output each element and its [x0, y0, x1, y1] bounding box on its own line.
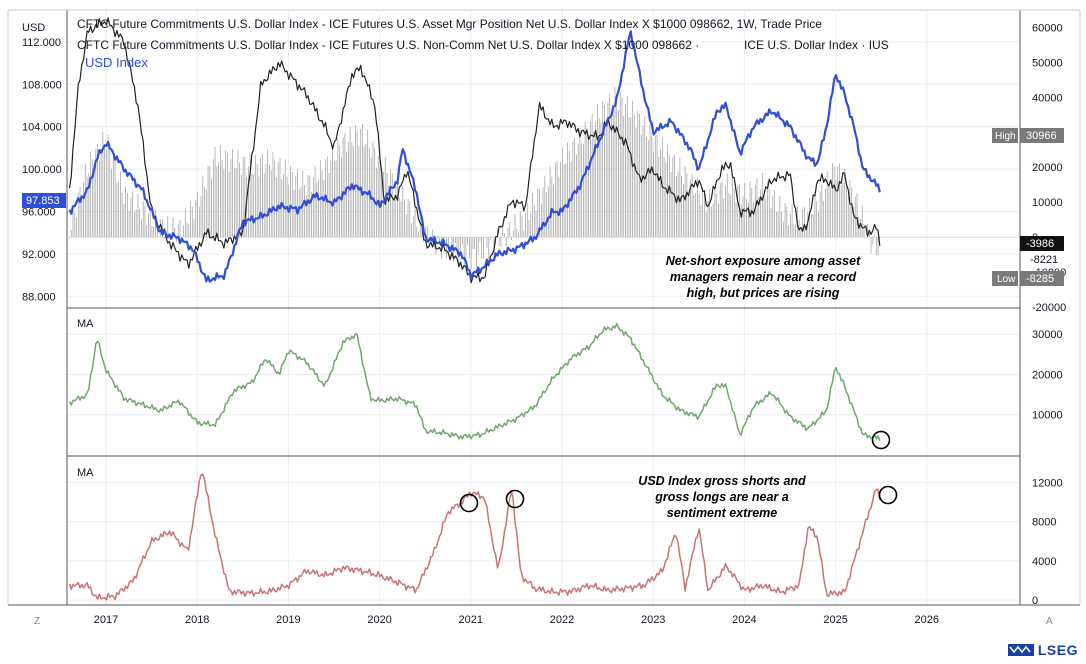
bot-panel-ma-label: MA	[77, 467, 94, 479]
low-value-badge	[1020, 271, 1064, 286]
x-tick-label: 2025	[823, 614, 847, 626]
extreme-marker-3	[878, 485, 898, 505]
title-line-1: CFTC Future Commitments U.S. Dollar Inde…	[77, 17, 822, 31]
left-tick-label: 96.000	[22, 207, 56, 219]
x-tick-label: 2024	[732, 614, 756, 626]
grid	[67, 10, 1020, 605]
right-top-tick-label: 40000	[1032, 92, 1063, 104]
high-tag-badge	[992, 128, 1018, 143]
usd-current-badge	[22, 193, 66, 208]
x-tick-label: 2026	[915, 614, 939, 626]
left-tick-label: 92.000	[22, 249, 56, 261]
mid-panel-ma-label: MA	[77, 318, 94, 330]
left-tick-label: 104.000	[22, 122, 62, 134]
right-mid-tick-label: 20000	[1032, 369, 1063, 381]
top-note-line-1: Net-short exposure among asset	[666, 254, 861, 268]
usd-current-value: 97.853	[26, 195, 60, 207]
title-line-2a: CFTC Future Commitments U.S. Dollar Inde…	[77, 38, 699, 52]
panel-borders	[7, 9, 1081, 606]
lseg-logo: LSEG	[1007, 642, 1078, 658]
high-value-badge	[1020, 128, 1064, 143]
ma-red-line	[68, 473, 881, 601]
right-top-tick-label: 50000	[1032, 57, 1063, 69]
second-value: -8221	[1030, 254, 1058, 266]
x-tick-label: 2023	[641, 614, 665, 626]
lseg-logo-icon	[1007, 644, 1034, 656]
bot-note-line-1: USD Index gross shorts and	[638, 474, 806, 488]
top-note-line-3: high, but prices are rising	[687, 286, 840, 300]
left-tick-label: 112.000	[22, 37, 61, 49]
bot-note-line-3: sentiment extreme	[667, 506, 778, 520]
x-tick-label: 2021	[459, 614, 483, 626]
current-value-badge	[1020, 236, 1064, 251]
ma-green-line	[68, 322, 881, 441]
right-bot-tick-label: 12000	[1032, 478, 1063, 490]
usd-index-line	[68, 30, 881, 283]
left-tick-label: 108.000	[22, 79, 62, 91]
right-top-tick-label: -20000	[1032, 302, 1066, 314]
right-bot-tick-label: 8000	[1032, 517, 1056, 529]
x-tick-label: 2017	[94, 614, 118, 626]
low-tag-label: Low	[997, 274, 1016, 285]
right-mid-tick-label: 10000	[1032, 410, 1063, 422]
x-tick-label: 2020	[367, 614, 391, 626]
right-mid-tick-label: 30000	[1032, 329, 1063, 341]
right-top-tick-label: 60000	[1032, 22, 1063, 34]
left-tick-label: 88.000	[22, 291, 56, 303]
low-tag-badge	[992, 271, 1018, 286]
x-tick-label: 2019	[276, 614, 300, 626]
right-bot-tick-label: 4000	[1032, 556, 1056, 568]
series-label-usd: USD Index	[85, 55, 148, 70]
corner-left-label[interactable]: Z	[34, 616, 40, 627]
x-tick-label: 2022	[550, 614, 574, 626]
high-value: 30966	[1026, 130, 1057, 142]
series-lines	[68, 17, 881, 601]
high-tag-label: High	[995, 131, 1016, 142]
low-value: -8285	[1026, 273, 1054, 285]
title-line-2b: ICE U.S. Dollar Index · IUS	[744, 38, 889, 52]
currency-label: USD	[22, 22, 45, 34]
corner-right-label[interactable]: A	[1046, 616, 1053, 627]
top-note-line-2: managers remain near a record	[670, 270, 857, 284]
x-tick-label: 2018	[185, 614, 209, 626]
right-top-tick-label: 20000	[1032, 162, 1063, 174]
right-bot-tick-label: 0	[1032, 595, 1038, 607]
right-top-tick-label: 10000	[1032, 197, 1063, 209]
extreme-marker-1	[459, 493, 479, 513]
bot-note-line-2: gross longs are near a	[654, 490, 788, 504]
extreme-marker-2	[505, 489, 525, 509]
lseg-logo-text: LSEG	[1037, 642, 1078, 658]
left-tick-label: 100.000	[22, 164, 62, 176]
extreme-marker-4	[871, 430, 891, 450]
noncomm-net-line	[68, 17, 881, 284]
current-value: -3986	[1026, 238, 1054, 250]
